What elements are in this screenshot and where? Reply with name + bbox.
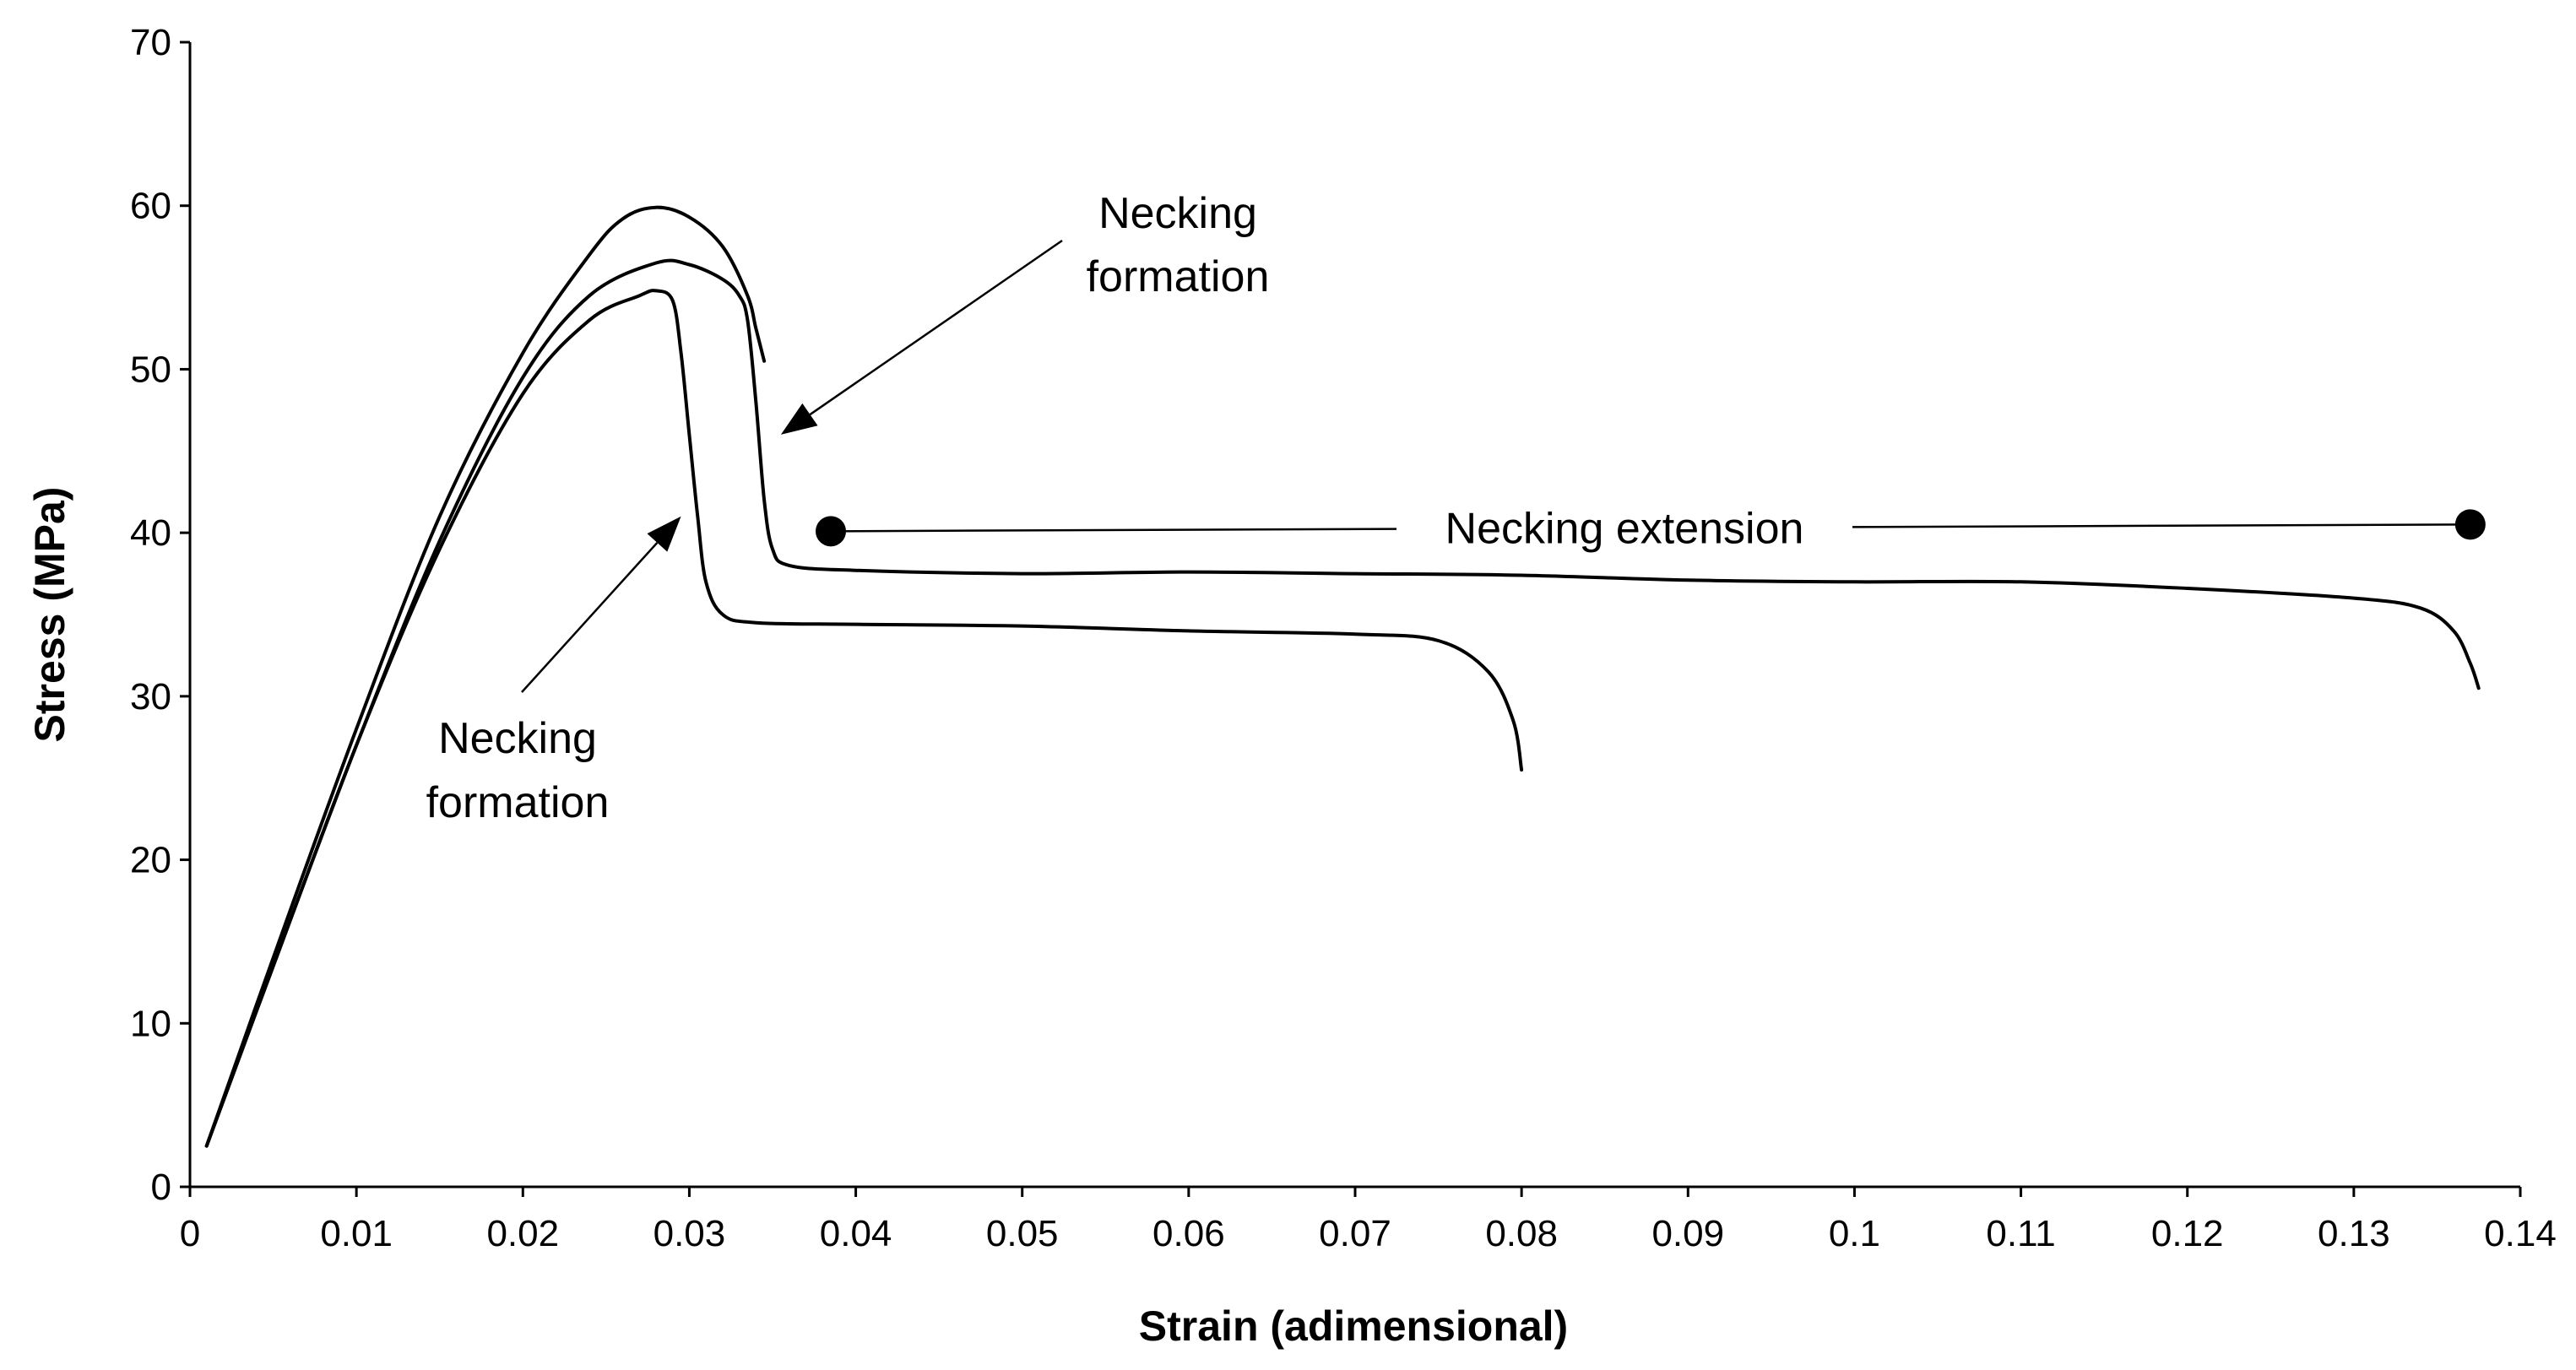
y-axis-ticks: 0 10 20 30 40 50 60 70: [130, 22, 190, 1208]
x-tick-label: 0.08: [1485, 1213, 1558, 1254]
y-axis-title: Stress (MPa): [26, 487, 73, 743]
annotation-arrowhead-2: [647, 516, 681, 552]
annotation-1-line-1: Necking: [1098, 189, 1257, 238]
y-tick-label: 30: [130, 676, 171, 717]
x-axis-ticks: 0 0.01 0.02 0.03 0.04 0.05 0.06 0.07 0.08 0.09 0.1…: [180, 1187, 2557, 1254]
annotations: Necking formation Necking formation Neck…: [426, 189, 2486, 827]
x-tick-label: 0.02: [486, 1213, 559, 1254]
y-tick-label: 40: [130, 512, 171, 554]
annotation-arrow-2: [521, 542, 659, 693]
x-tick-label: 0.04: [820, 1213, 892, 1254]
annotation-arrow-1: [809, 239, 1063, 416]
x-axis-title: Strain (adimensional): [1139, 1302, 1568, 1350]
x-tick-label: 0.1: [1829, 1213, 1880, 1254]
x-tick-label: 0.13: [2318, 1213, 2390, 1254]
annotation-1-line-2: formation: [1087, 252, 1270, 301]
annotation-2-line-2: formation: [426, 778, 610, 827]
necking-extension-end-marker: [2454, 509, 2486, 540]
x-tick-label: 0.05: [986, 1213, 1059, 1254]
series-line-2: [204, 258, 2481, 1148]
necking-extension-label: Necking extension: [1445, 504, 1804, 553]
x-tick-label: 0.07: [1319, 1213, 1391, 1254]
x-tick-label: 0.12: [2151, 1213, 2224, 1254]
x-tick-label: 0.11: [1986, 1213, 2055, 1254]
y-tick-label: 20: [130, 840, 171, 881]
y-tick-label: 0: [151, 1167, 171, 1208]
y-tick-label: 60: [130, 186, 171, 227]
necking-extension-start-marker: [816, 516, 846, 547]
y-tick-label: 50: [130, 349, 171, 390]
x-tick-label: 0: [180, 1213, 200, 1254]
x-tick-label: 0.09: [1651, 1213, 1724, 1254]
y-tick-label: 70: [130, 22, 171, 63]
x-tick-label: 0.03: [653, 1213, 726, 1254]
annotation-2-line-1: Necking: [438, 714, 597, 763]
series-line-1: [204, 205, 767, 1148]
x-tick-label: 0.06: [1152, 1213, 1225, 1254]
y-tick-label: 10: [130, 1003, 171, 1044]
x-tick-label: 0.01: [320, 1213, 393, 1254]
series-line-3: [204, 289, 1524, 1148]
necking-extension-label-background: [1396, 499, 1852, 555]
data-series: [204, 205, 2481, 1148]
x-tick-label: 0.14: [2484, 1213, 2557, 1254]
annotation-arrowhead-1: [780, 403, 818, 435]
